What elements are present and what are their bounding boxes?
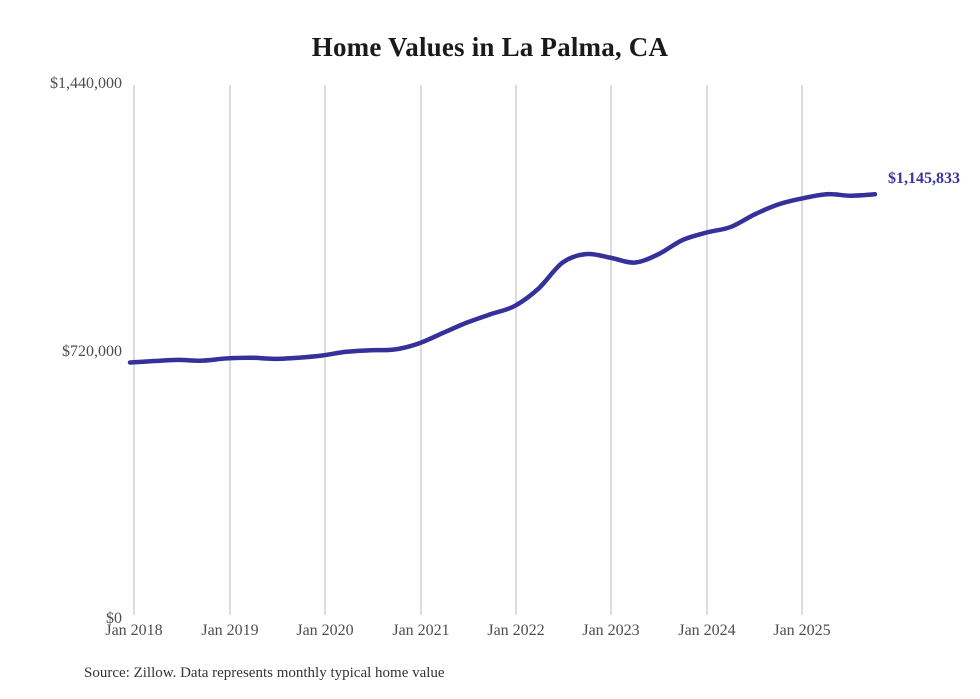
y-tick-label-mid: $720,000 <box>62 342 122 360</box>
end-value-annotation: $1,145,833 <box>888 170 960 187</box>
y-tick-label-bottom: $0 <box>106 610 122 627</box>
x-tick-label-jan-2019: Jan 2019 <box>201 622 259 639</box>
y-tick-label-top: $1,440,000 <box>50 75 122 92</box>
source-note: Source: Zillow. Data represents monthly … <box>84 665 445 681</box>
x-tick-label-jan-2023: Jan 2023 <box>582 622 640 639</box>
x-tick-label-jan-2024: Jan 2024 <box>678 622 736 639</box>
value-line-series <box>127 191 878 365</box>
chart-title: Home Values in La Palma, CA <box>311 32 669 62</box>
x-tick-label-jan-2022: Jan 2022 <box>487 622 545 639</box>
x-tick-label-jan-2020: Jan 2020 <box>296 622 354 639</box>
y-axis-labels: $1,440,000 $720,000 $0 <box>0 0 122 699</box>
x-tick-label-jan-2025: Jan 2025 <box>773 622 831 639</box>
vertical-gridlines <box>133 85 803 615</box>
x-tick-label-jan-2021: Jan 2021 <box>392 622 450 639</box>
x-tick-label-jan-2018: Jan 2018 <box>105 622 163 639</box>
